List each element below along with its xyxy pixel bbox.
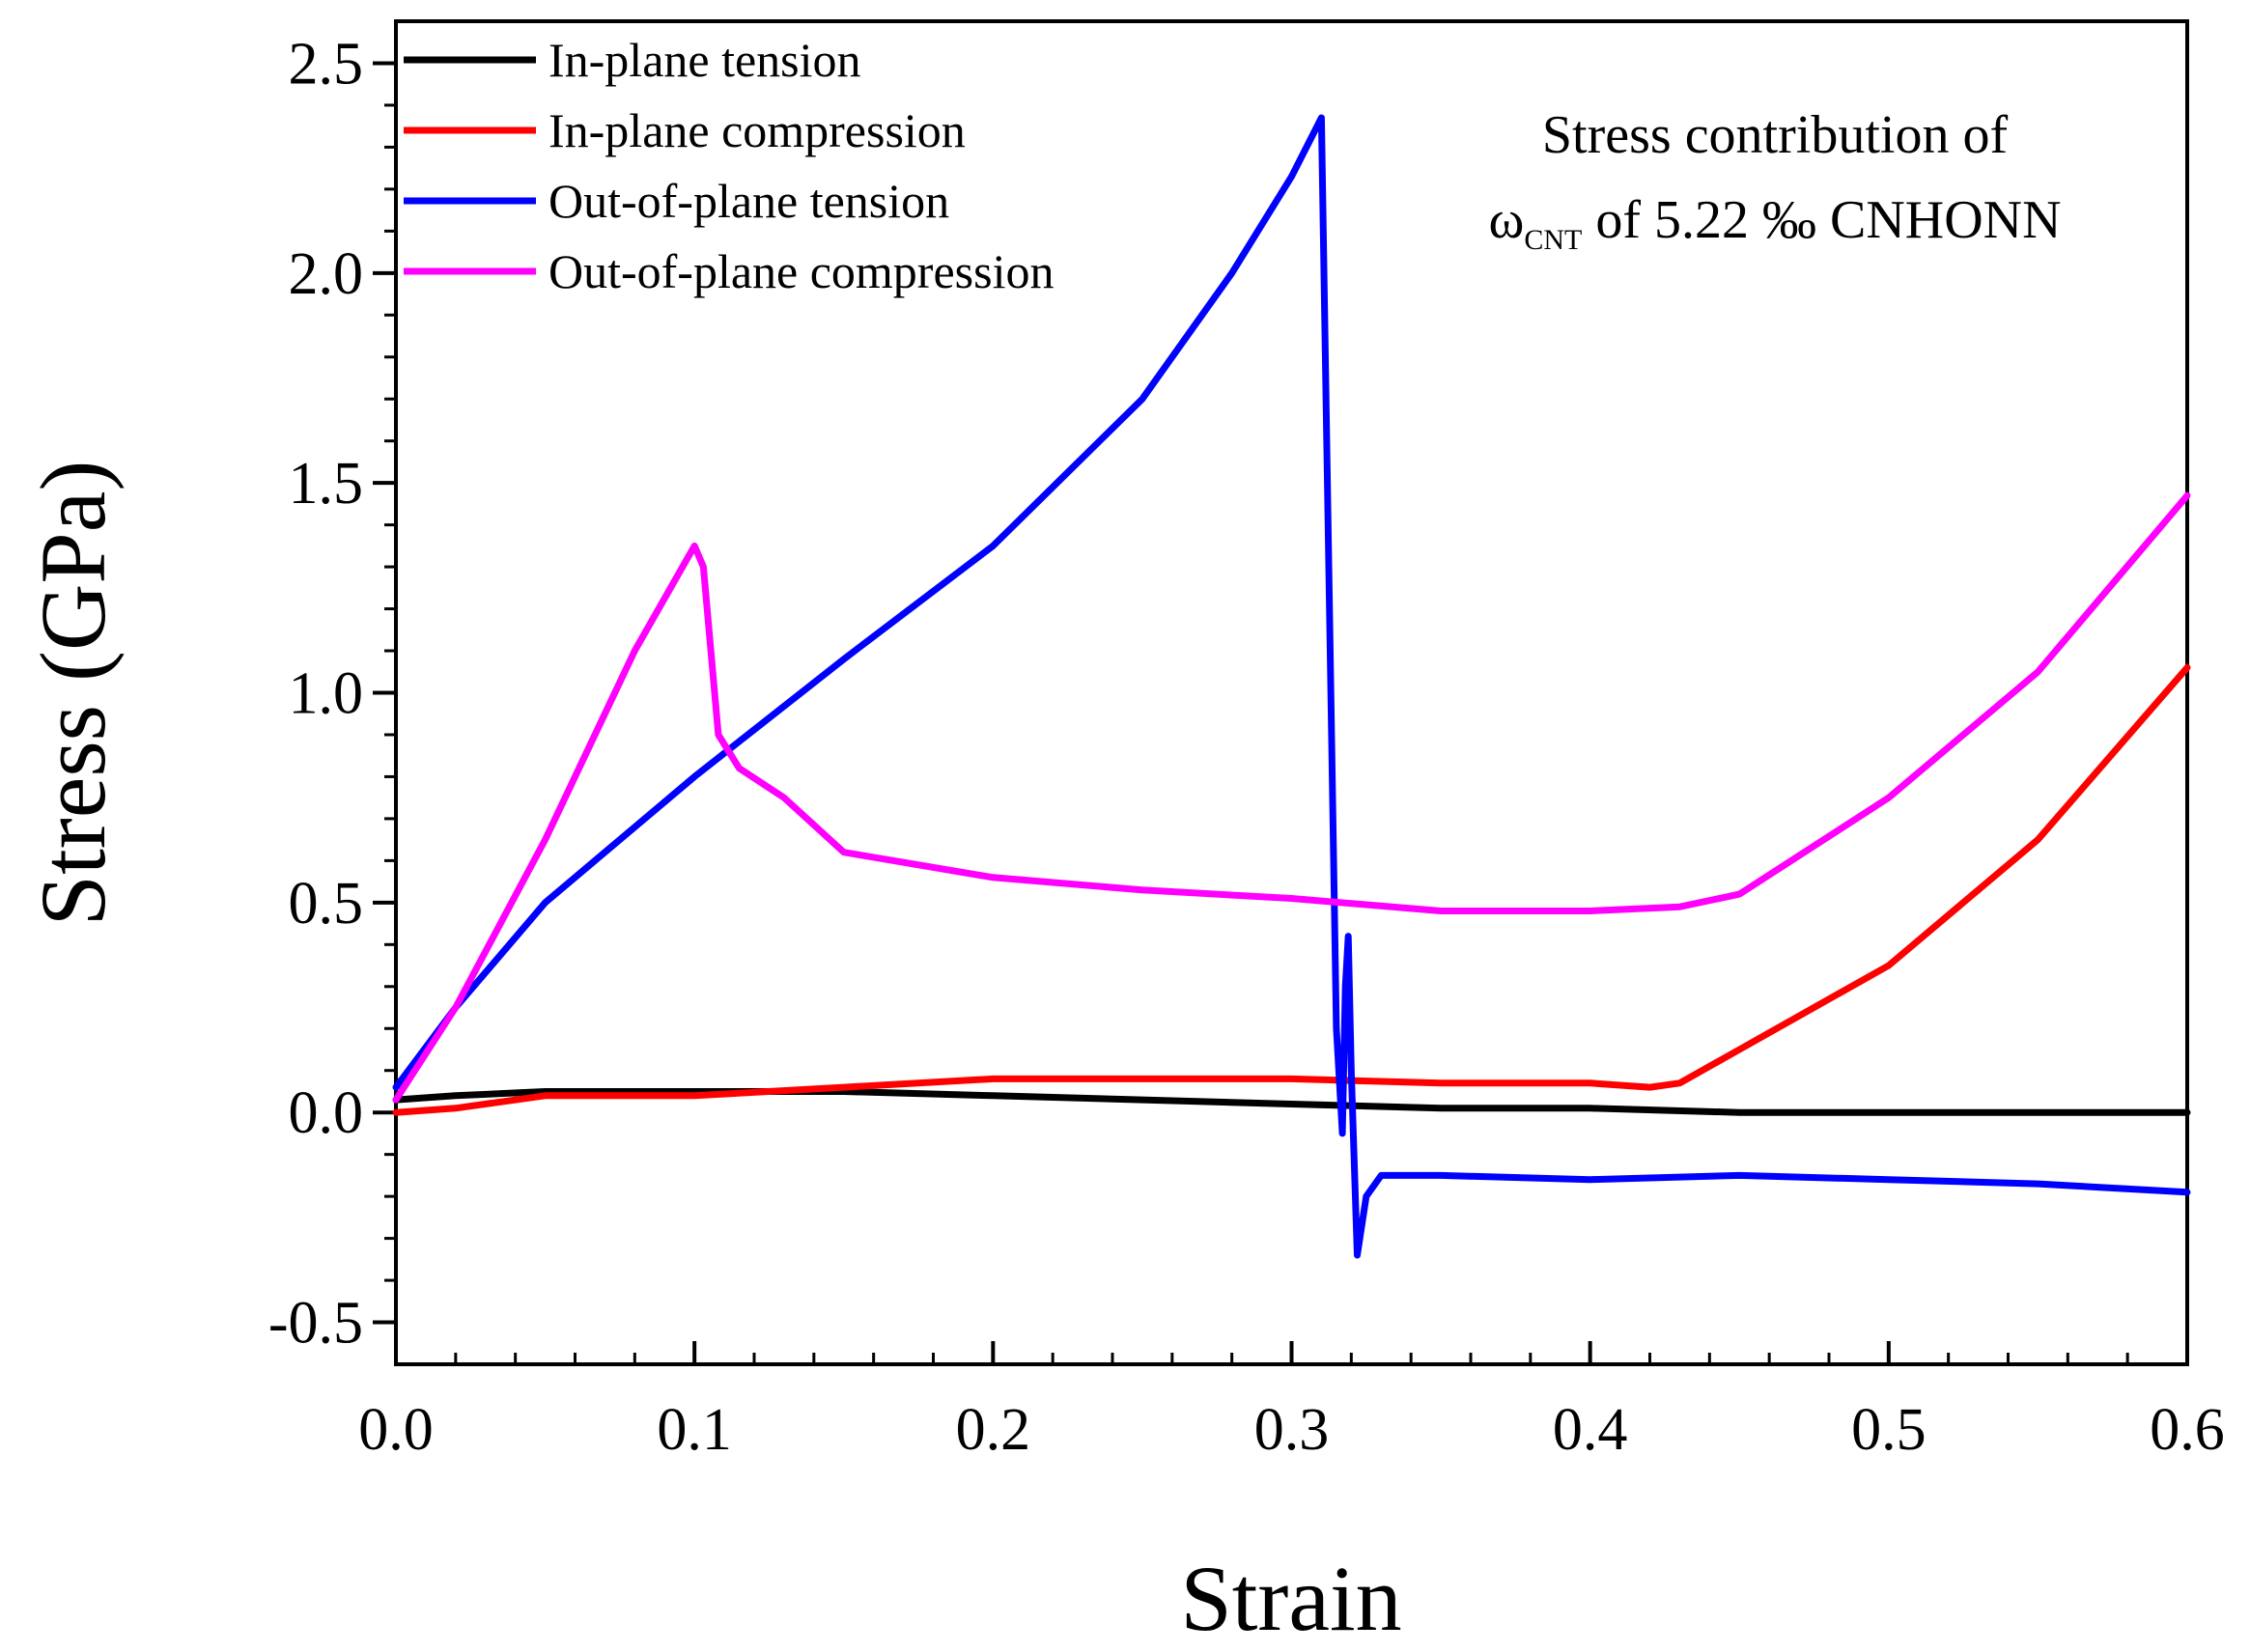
y-tick-label-4: 1.5 [289, 451, 364, 517]
annotation-line-2: ωCNT of 5.22 ‰ CNHONN [1488, 190, 2061, 256]
series-line-in-plane-tension [392, 1088, 2191, 1116]
x-tick-label-2: 0.2 [956, 1397, 1031, 1463]
legend-label-1: In-plane compression [548, 103, 966, 157]
ticks-layer: 0.0 0.1 0.2 0.3 0.4 0.5 0.6 -0.5 0.0 0.5 1.0 1.5 2.0… [268, 31, 2225, 1463]
y-tick-label-0: -0.5 [268, 1291, 363, 1357]
legend-label-3: Out-of-plane compression [548, 244, 1054, 298]
y-tick-label-2: 0.5 [289, 871, 364, 937]
x-tick-label-5: 0.5 [1851, 1397, 1927, 1463]
series-layer [392, 114, 2191, 1259]
x-tick-label-0: 0.0 [358, 1397, 434, 1463]
x-axis-title: Strain [1180, 1547, 1401, 1650]
annotation-rest: of 5.22 ‰ CNHONN [1582, 190, 2061, 250]
annotation-line-1: Stress contribution of [1542, 105, 2009, 165]
series-line-out-of-plane-tension [392, 114, 2191, 1259]
series-line-out-of-plane-compression [392, 491, 2191, 1104]
y-tick-label-5: 2.0 [289, 241, 364, 307]
y-tick-label-3: 1.0 [289, 661, 364, 727]
x-tick-label-1: 0.1 [657, 1397, 732, 1463]
legend-label-0: In-plane tension [548, 33, 861, 87]
x-tick-label-4: 0.4 [1553, 1397, 1628, 1463]
series-line-in-plane-compression [392, 663, 2191, 1116]
legend: In-plane tension In-plane compression Out-… [404, 33, 1054, 298]
y-tick-label-6: 2.5 [289, 31, 364, 97]
omega-symbol: ω [1488, 190, 1524, 250]
omega-subscript: CNT [1524, 224, 1582, 256]
legend-label-2: Out-of-plane tension [548, 174, 949, 228]
x-tick-label-3: 0.3 [1254, 1397, 1330, 1463]
x-tick-label-6: 0.6 [2150, 1397, 2225, 1463]
y-axis-title: Stress (GPa) [21, 461, 125, 927]
y-tick-label-1: 0.0 [289, 1080, 364, 1146]
